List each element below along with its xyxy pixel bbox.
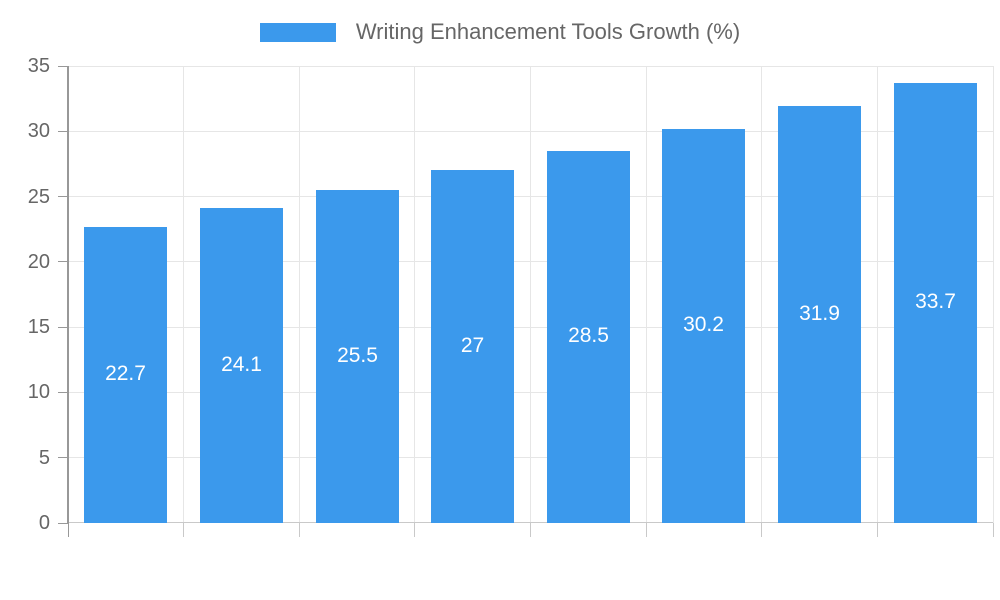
chart-legend[interactable]: Writing Enhancement Tools Growth (%) bbox=[0, 18, 1000, 46]
v-gridline bbox=[761, 66, 763, 523]
y-tick-mark bbox=[58, 522, 68, 524]
y-tick-mark bbox=[58, 130, 68, 132]
bar[interactable] bbox=[431, 170, 514, 523]
bar[interactable] bbox=[547, 150, 630, 523]
v-gridline bbox=[183, 66, 185, 523]
y-axis-tick-label: 30 bbox=[27, 120, 50, 143]
y-axis-tick-label: 0 bbox=[38, 512, 50, 534]
bar[interactable] bbox=[778, 106, 861, 523]
v-gridline bbox=[645, 66, 647, 523]
x-tick-mark bbox=[645, 523, 647, 537]
y-tick-mark bbox=[58, 457, 68, 459]
y-axis-tick-label: 5 bbox=[38, 446, 50, 469]
x-tick-mark bbox=[530, 523, 531, 537]
legend-swatch bbox=[259, 22, 336, 42]
v-gridline bbox=[876, 66, 878, 523]
x-tick-mark bbox=[992, 523, 994, 537]
y-axis-tick-label: 20 bbox=[27, 250, 50, 273]
y-tick-mark bbox=[58, 391, 68, 393]
x-tick-mark bbox=[414, 523, 416, 537]
x-axis-line bbox=[68, 522, 993, 523]
y-axis-tick-label: 35 bbox=[27, 55, 50, 77]
bar[interactable] bbox=[316, 190, 399, 523]
bar[interactable] bbox=[894, 82, 977, 523]
y-axis-tick-label: 10 bbox=[27, 381, 50, 404]
x-tick-mark bbox=[298, 523, 300, 537]
y-tick-mark bbox=[58, 196, 68, 198]
v-gridline bbox=[298, 66, 300, 523]
v-gridline bbox=[414, 66, 416, 523]
x-tick-mark bbox=[67, 523, 69, 537]
y-tick-mark bbox=[58, 261, 68, 263]
legend-label: Writing Enhancement Tools Growth (%) bbox=[355, 19, 741, 44]
v-gridline bbox=[992, 66, 994, 523]
bar[interactable] bbox=[200, 208, 283, 523]
x-tick-mark bbox=[876, 523, 878, 537]
y-axis-tick-label: 15 bbox=[27, 316, 50, 339]
y-axis-line bbox=[67, 66, 69, 523]
bar[interactable] bbox=[84, 226, 167, 523]
x-tick-mark bbox=[183, 523, 185, 537]
y-axis-tick-label: 25 bbox=[27, 185, 50, 208]
h-gridline bbox=[68, 65, 993, 67]
x-tick-mark bbox=[761, 523, 763, 537]
y-tick-mark bbox=[58, 65, 68, 67]
y-tick-mark bbox=[58, 326, 68, 328]
v-gridline bbox=[530, 66, 531, 523]
bar[interactable] bbox=[662, 128, 745, 523]
